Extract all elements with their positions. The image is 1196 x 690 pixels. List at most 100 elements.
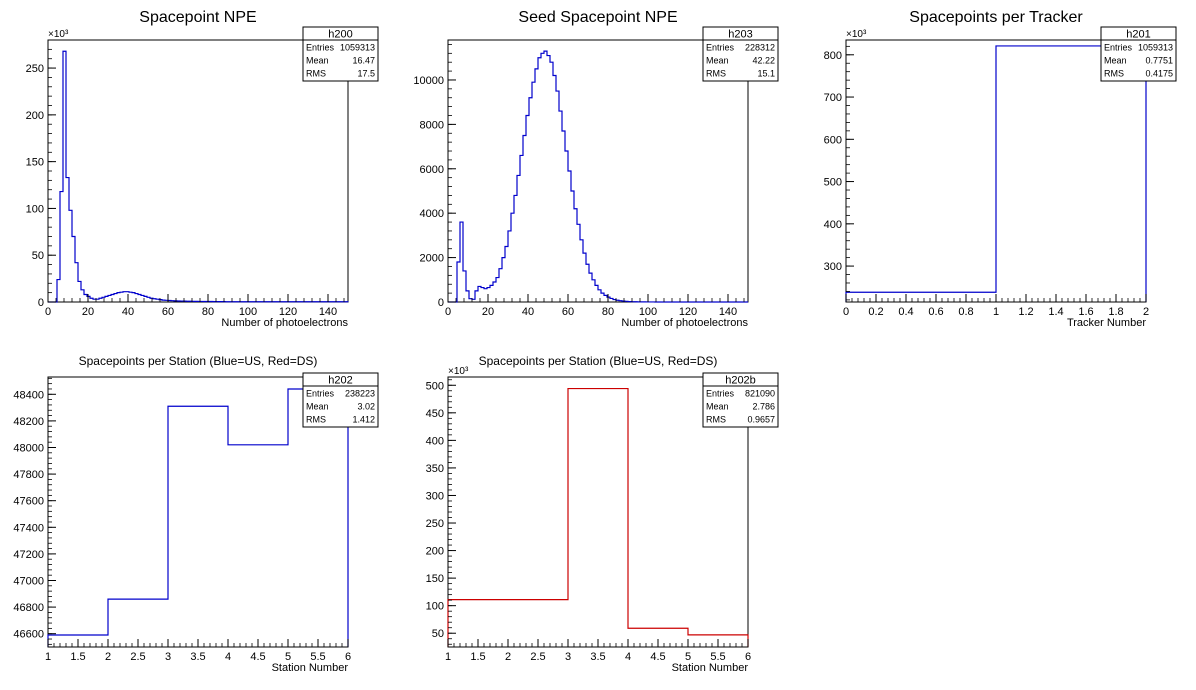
x-tick-label: 140 <box>319 306 337 318</box>
x-tick-label: 4 <box>625 651 631 663</box>
stats-value: 238223 <box>345 389 375 399</box>
x-tick-label: 40 <box>122 306 134 318</box>
stats-box: h202 Entries 238223 Mean 3.02 RMS 1.412 <box>302 372 379 428</box>
chart-title: Spacepoint NPE <box>139 9 256 26</box>
stats-value: 1059313 <box>340 43 375 53</box>
y-tick-label: 450 <box>426 408 444 420</box>
y-tick-label: 0 <box>38 297 44 309</box>
stats-box-name: h203 <box>728 29 752 41</box>
x-tick-label: 4.5 <box>650 651 665 663</box>
stats-label: Mean <box>706 402 729 412</box>
x-tick-label: 2 <box>105 651 111 663</box>
x-tick-label: 1.4 <box>1048 306 1063 318</box>
y-tick-label: 50 <box>432 628 444 640</box>
y-tick-label: 800 <box>824 50 842 62</box>
chart-title: Spacepoints per Station (Blue=US, Red=DS… <box>79 354 318 368</box>
y-tick-label: 10000 <box>413 75 444 87</box>
histogram-line <box>447 387 749 647</box>
y-tick-label: 200 <box>426 546 444 558</box>
y-tick-label: 700 <box>824 92 842 104</box>
plot-frame <box>47 376 349 648</box>
x-tick-label: 3.5 <box>190 651 205 663</box>
chart-title: Spacepoints per Tracker <box>909 9 1083 26</box>
x-tick-label: 0.6 <box>928 306 943 318</box>
x-tick-label: 2 <box>505 651 511 663</box>
y-tick-label: 150 <box>426 573 444 585</box>
stats-box-name: h200 <box>328 29 352 41</box>
y-tick-label: 150 <box>26 157 44 169</box>
x-tick-label: 0.2 <box>868 306 883 318</box>
x-axis-label: Number of photoelectrons <box>621 317 748 329</box>
stats-label: Entries <box>306 43 335 53</box>
stats-label: Mean <box>706 56 729 66</box>
x-tick-label: 3 <box>165 651 171 663</box>
y-tick-label: 46600 <box>13 629 44 641</box>
y-exponent-label: ×10³ <box>448 366 469 377</box>
y-tick-label: 500 <box>824 177 842 189</box>
y-tick-label: 350 <box>426 463 444 475</box>
stats-value: 0.4175 <box>1145 69 1173 79</box>
stats-box: h202b Entries 821090 Mean 2.786 RMS 0.9657 <box>702 372 779 428</box>
y-exponent-label: ×10³ <box>48 29 69 40</box>
y-exponent-label: ×10³ <box>846 29 867 40</box>
y-tick-label: 100 <box>26 203 44 215</box>
y-tick-label: 300 <box>426 490 444 502</box>
x-tick-label: 3.5 <box>590 651 605 663</box>
x-tick-label: 0.8 <box>958 306 973 318</box>
histogram-line <box>448 50 748 303</box>
y-tick-label: 47800 <box>13 469 44 481</box>
y-tick-label: 500 <box>426 380 444 392</box>
chart-title: Seed Spacepoint NPE <box>518 9 677 26</box>
stats-value: 821090 <box>745 389 775 399</box>
x-tick-label: 140 <box>719 306 737 318</box>
x-tick-label: 5.5 <box>310 651 325 663</box>
x-tick-label: 80 <box>202 306 214 318</box>
x-tick-label: 60 <box>162 306 174 318</box>
x-tick-label: 80 <box>602 306 614 318</box>
y-tick-label: 250 <box>26 63 44 75</box>
plot-frame <box>447 376 749 648</box>
chart-title: Spacepoints per Station (Blue=US, Red=DS… <box>479 354 718 368</box>
stats-box-name: h202b <box>725 375 756 387</box>
stats-box-name: h202 <box>328 375 352 387</box>
histogram-line <box>48 50 349 303</box>
x-axis-label: Station Number <box>272 662 349 674</box>
stats-label: RMS <box>706 415 726 425</box>
y-tick-label: 4000 <box>420 208 444 220</box>
stats-label: Entries <box>1104 43 1133 53</box>
stats-label: RMS <box>306 415 326 425</box>
stats-box-frame <box>702 26 779 82</box>
y-tick-label: 400 <box>824 219 842 231</box>
x-tick-label: 40 <box>522 306 534 318</box>
x-tick-label: 3 <box>565 651 571 663</box>
y-tick-label: 47200 <box>13 549 44 561</box>
stats-label: Mean <box>306 56 329 66</box>
y-tick-label: 200 <box>26 110 44 122</box>
stats-box-frame <box>1100 26 1177 82</box>
x-tick-label: 4.5 <box>250 651 265 663</box>
stats-label: RMS <box>706 69 726 79</box>
y-tick-label: 100 <box>426 601 444 613</box>
x-tick-label: 100 <box>639 306 657 318</box>
x-tick-label: 2 <box>1143 306 1149 318</box>
x-tick-label: 6 <box>745 651 751 663</box>
stats-value: 15.1 <box>757 69 775 79</box>
plot-frame <box>447 39 749 303</box>
x-tick-label: 1.5 <box>470 651 485 663</box>
stats-label: Mean <box>1104 56 1127 66</box>
x-tick-label: 5 <box>285 651 291 663</box>
y-tick-label: 46800 <box>13 602 44 614</box>
x-tick-label: 100 <box>239 306 257 318</box>
x-tick-label: 2.5 <box>530 651 545 663</box>
stats-value: 1.412 <box>352 415 375 425</box>
plot-frame <box>47 39 349 303</box>
x-tick-label: 1.2 <box>1018 306 1033 318</box>
x-tick-label: 1.6 <box>1078 306 1093 318</box>
stats-label: Entries <box>706 43 735 53</box>
x-tick-label: 0 <box>445 306 451 318</box>
y-tick-label: 250 <box>426 518 444 530</box>
x-tick-label: 120 <box>679 306 697 318</box>
stats-value: 17.5 <box>357 69 375 79</box>
x-tick-label: 4 <box>225 651 231 663</box>
y-tick-label: 2000 <box>420 253 444 265</box>
